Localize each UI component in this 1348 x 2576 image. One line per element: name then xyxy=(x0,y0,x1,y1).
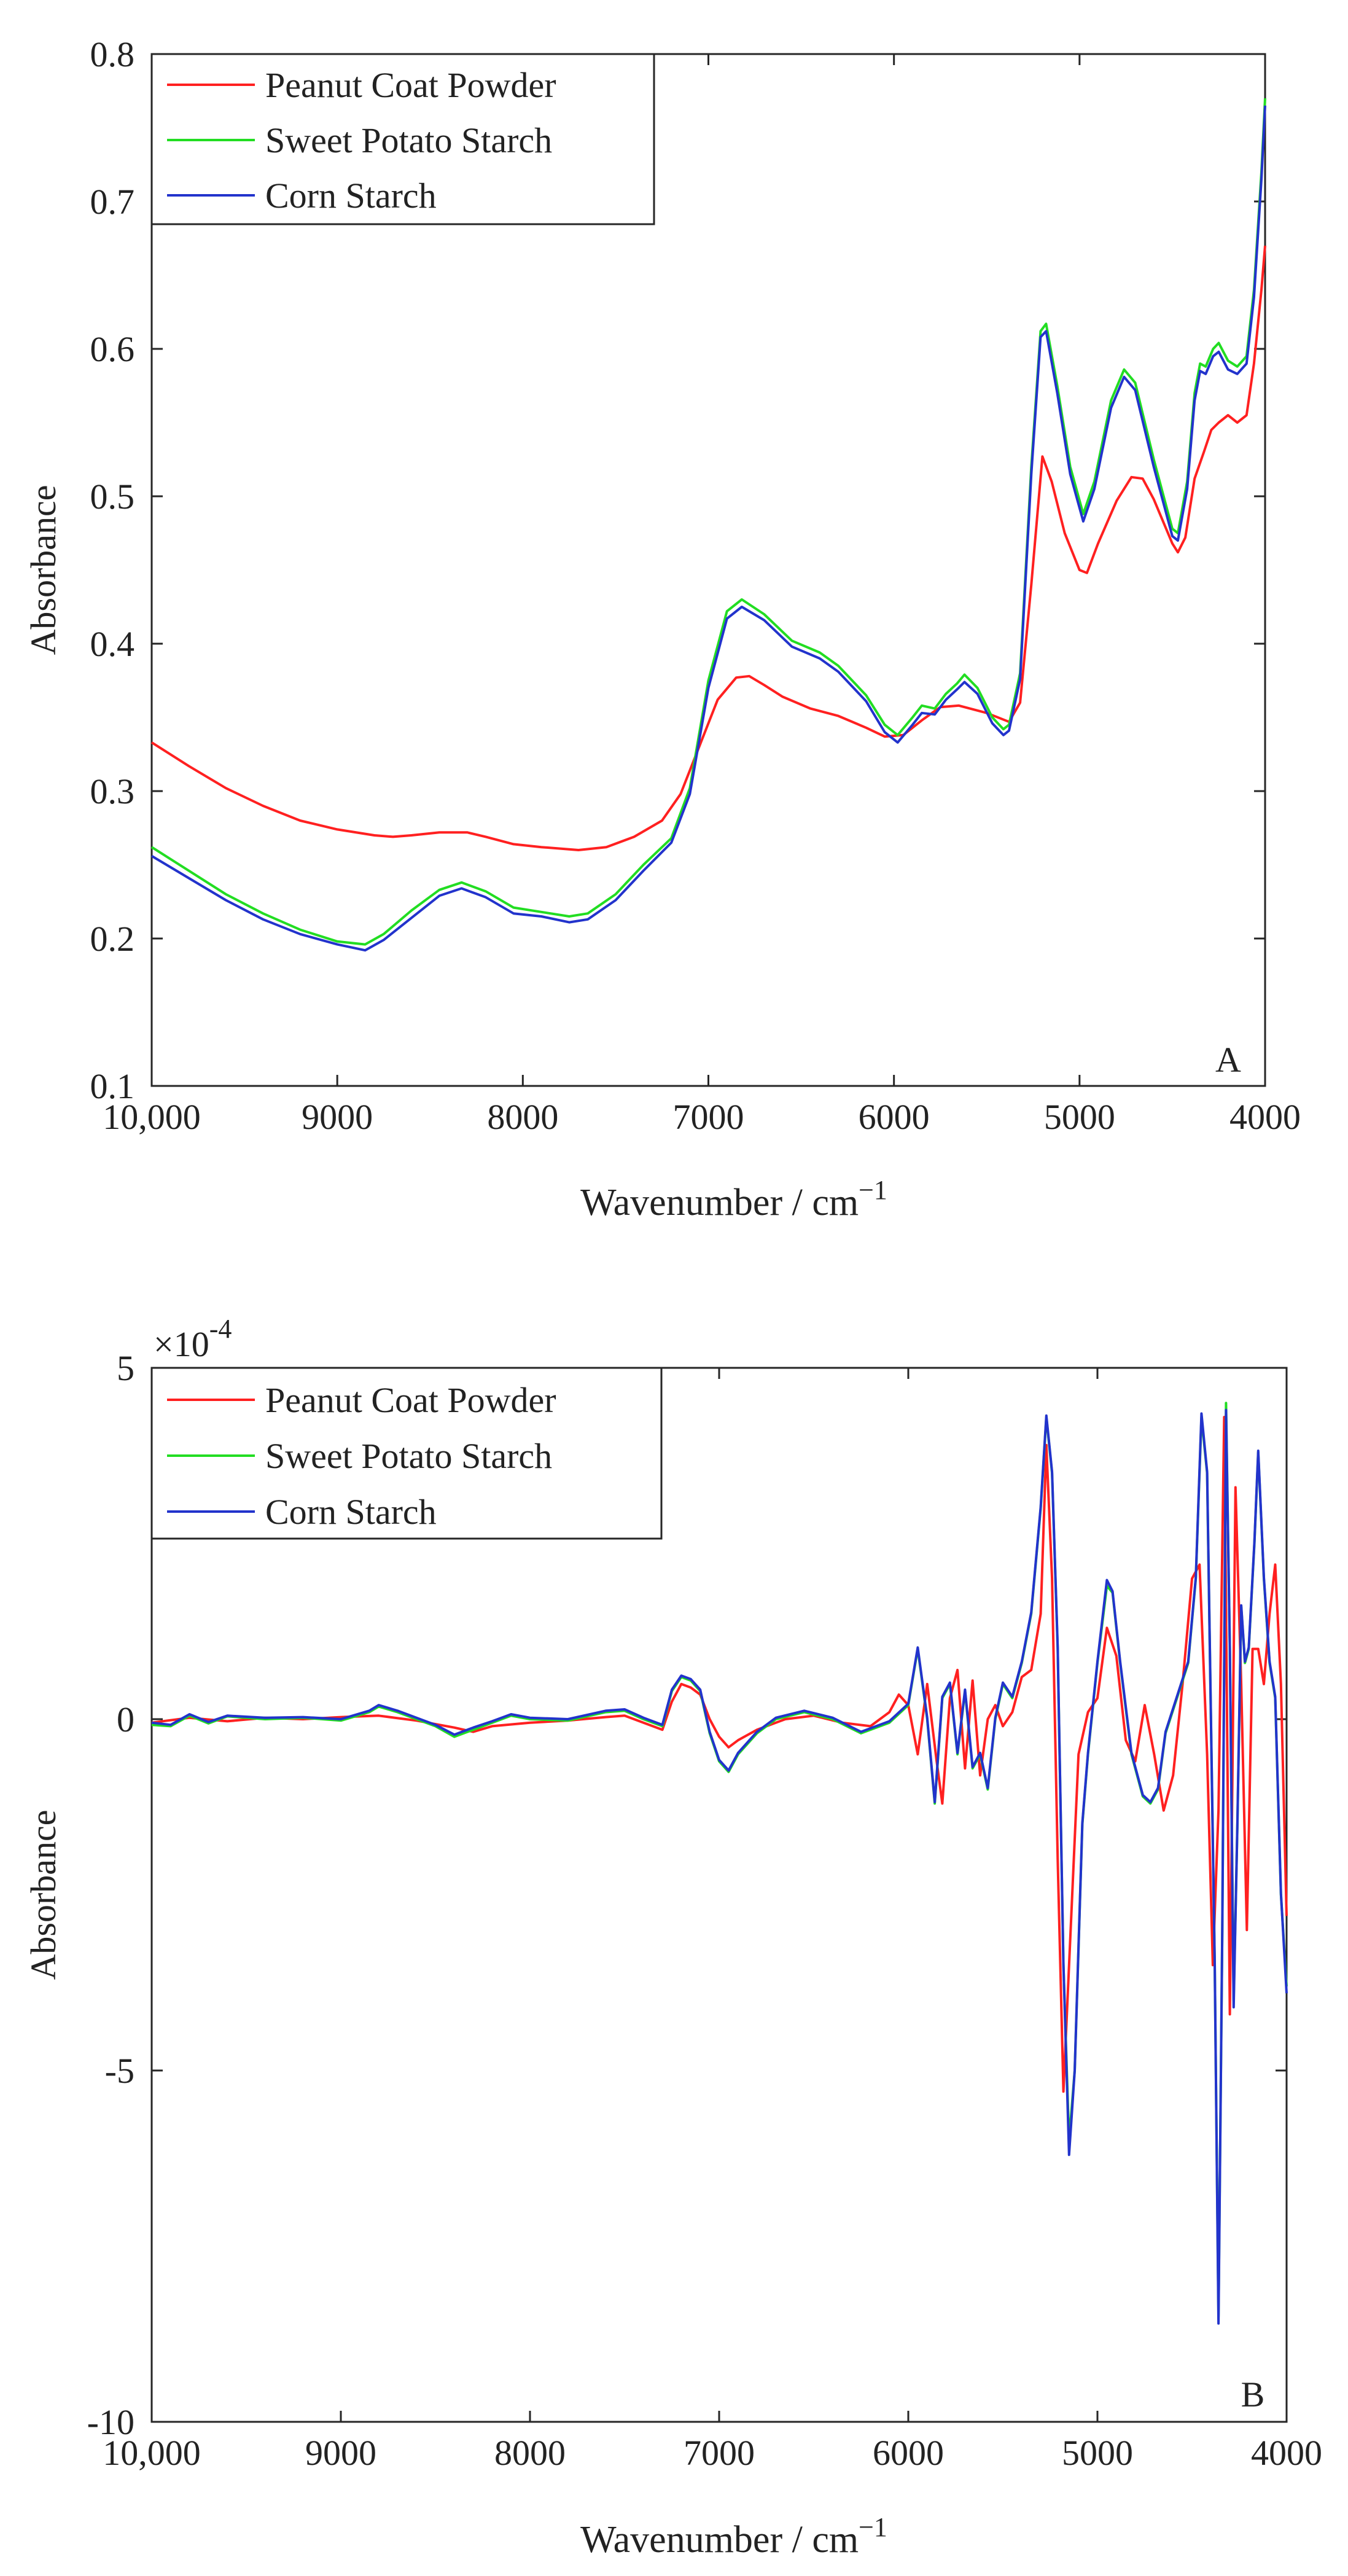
series-lines-a xyxy=(150,98,1266,952)
y-tick-label: 0 xyxy=(117,1700,134,1739)
legend-label-b-sweet-potato: Sweet Potato Starch xyxy=(265,1436,552,1476)
plot-area-b xyxy=(150,1367,1288,2423)
series-line-b-corn-starch xyxy=(151,1408,1288,2325)
legend-label-b-peanut: Peanut Coat Powder xyxy=(265,1380,556,1420)
y-tick-label: 0.4 xyxy=(90,624,135,664)
y-tick-label: 0.7 xyxy=(90,182,135,222)
y-tick-label: -10 xyxy=(87,2402,134,2442)
x-axis-label-b: Wavenumber / cm−1 xyxy=(580,2512,887,2561)
y-axis-label-b: Absorbance xyxy=(23,1809,63,1980)
y-tick-label: 0.8 xyxy=(90,34,135,74)
tick-marks-a: 10,000 9000 8000 7000 6000 5000 4000 0.1 0.2 0.3 0… xyxy=(90,34,1301,1137)
x-tick-label: 8000 xyxy=(487,1097,558,1137)
legend-a: Peanut Coat Powder Sweet Potato Starch C… xyxy=(150,53,655,225)
scale-multiplier-base-b: ×10 xyxy=(154,1324,209,1364)
panel-label-b: B xyxy=(1241,2375,1265,2414)
series-line-b-peanut-coat-powder xyxy=(151,1416,1288,2093)
x-axis-label-superscript-b: −1 xyxy=(859,2512,887,2542)
y-tick-label: 0.1 xyxy=(90,1066,135,1106)
scale-multiplier-exponent-b: -4 xyxy=(209,1314,232,1344)
x-tick-label: 9000 xyxy=(305,2433,376,2473)
y-tick-label: 5 xyxy=(117,1348,134,1388)
y-axis-label-a: Absorbance xyxy=(23,485,63,655)
x-tick-label: 7000 xyxy=(673,1097,744,1137)
scale-multiplier-b: ×10-4 xyxy=(154,1314,232,1364)
legend-label-a-sweet-potato: Sweet Potato Starch xyxy=(265,120,552,160)
chart-panel-a: 10,000 9000 8000 7000 6000 5000 4000 0.1 0.2 0.3 0… xyxy=(23,34,1301,1224)
x-tick-label: 10,000 xyxy=(103,2433,201,2473)
y-tick-label: 0.2 xyxy=(90,919,135,959)
x-tick-label: 6000 xyxy=(873,2433,944,2473)
x-tick-label: 10,000 xyxy=(103,1097,201,1137)
x-tick-label: 5000 xyxy=(1062,2433,1133,2473)
x-tick-label: 5000 xyxy=(1044,1097,1115,1137)
x-tick-label: 7000 xyxy=(684,2433,755,2473)
y-tick-label: 0.6 xyxy=(90,329,135,369)
x-axis-label-a: Wavenumber / cm−1 xyxy=(580,1175,887,1224)
y-tick-label: 0.5 xyxy=(90,477,135,517)
y-tick-label: -5 xyxy=(105,2051,134,2091)
x-axis-label-text-a: Wavenumber / cm xyxy=(580,1182,859,1224)
legend-b: Peanut Coat Powder Sweet Potato Starch C… xyxy=(150,1367,663,1540)
series-lines-b xyxy=(151,1402,1288,2325)
panel-label-a: A xyxy=(1215,1040,1241,1080)
legend-label-a-peanut: Peanut Coat Powder xyxy=(265,65,556,105)
x-tick-label: 4000 xyxy=(1229,1097,1301,1137)
x-tick-label: 6000 xyxy=(859,1097,930,1137)
series-line-a-peanut-coat-powder xyxy=(150,245,1266,851)
x-axis-label-superscript-a: −1 xyxy=(859,1175,887,1205)
legend-label-a-corn: Corn Starch xyxy=(265,176,437,216)
chart-panel-b: 10,000 9000 8000 7000 6000 5000 4000-10-505 B … xyxy=(23,1314,1322,2561)
x-axis-label-text-b: Wavenumber / cm xyxy=(580,2519,859,2561)
y-tick-label: 0.3 xyxy=(90,771,135,811)
legend-label-b-corn: Corn Starch xyxy=(265,1492,437,1532)
legend-box-b xyxy=(150,1367,663,1540)
series-line-a-corn-starch xyxy=(150,105,1266,952)
x-tick-label: 4000 xyxy=(1251,2433,1322,2473)
tick-marks-b: 10,000 9000 8000 7000 6000 5000 4000 -10 -5 0 5 xyxy=(87,1348,1322,2473)
x-tick-label: 8000 xyxy=(494,2433,566,2473)
x-tick-label: 9000 xyxy=(302,1097,373,1137)
